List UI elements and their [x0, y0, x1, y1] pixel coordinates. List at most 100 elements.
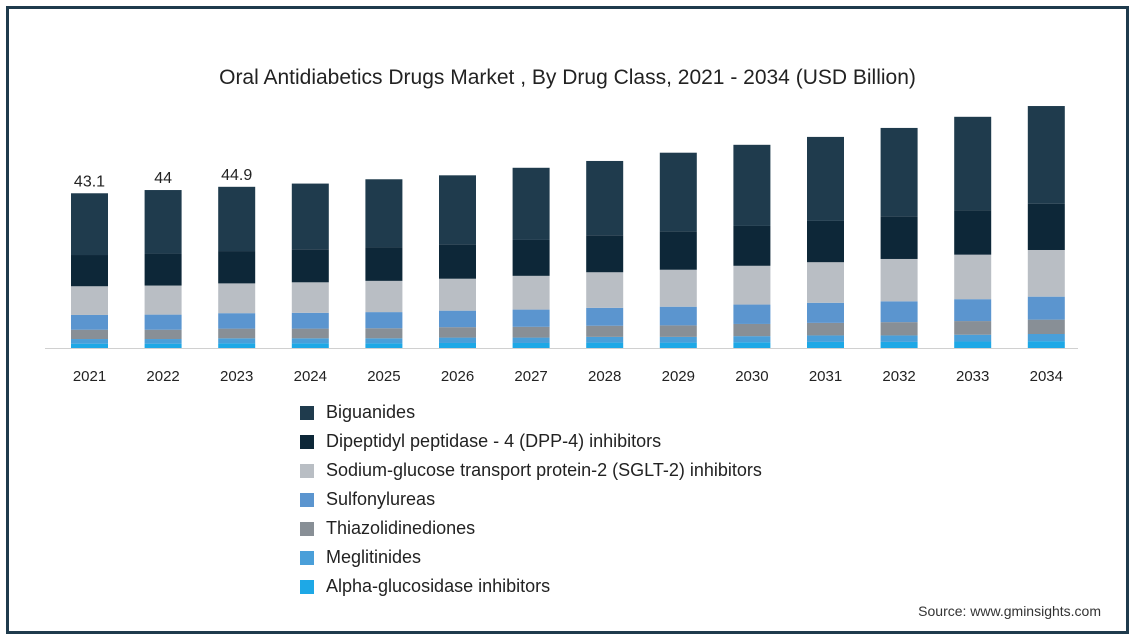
x-tick-label-2025: 2025 [367, 368, 400, 385]
legend-label: Alpha-glucosidase inhibitors [326, 576, 551, 596]
bar-segment-2023-s3 [218, 313, 256, 329]
bar-segment-2022-s6 [144, 190, 182, 254]
bar-segment-2021-s0 [71, 343, 108, 348]
bar-segment-2027-s1 [512, 337, 550, 343]
bar-segment-2032-s2 [880, 322, 918, 336]
x-tick-label-2034: 2034 [1030, 368, 1063, 385]
bar-segment-2024-s5 [291, 249, 329, 283]
chart-legend: Biguanides Dipeptidyl peptidase - 4 (DPP-… [300, 398, 762, 601]
x-tick-label-2027: 2027 [514, 368, 547, 385]
bar-chart: 43.1 2021 44 2022 44.9 2023 2024 2025 2026 2027 20… [45, 106, 1078, 385]
bar-segment-2025-s4 [365, 280, 403, 313]
x-tick-label-2031: 2031 [809, 368, 842, 385]
bar-segment-2033-s2 [954, 321, 992, 335]
bar-segment-2032-s4 [880, 258, 918, 302]
bar-segment-2030-s1 [733, 336, 771, 343]
bar-segment-2034-s3 [1027, 296, 1065, 320]
chart-title: Oral Antidiabetics Drugs Market , By Dru… [219, 66, 916, 89]
bar-segment-2024-s4 [291, 282, 329, 313]
legend-swatch [300, 434, 314, 449]
bar-segment-2023-s5 [218, 251, 256, 284]
bar-segment-2032-s0 [880, 341, 918, 348]
bar-segment-2029-s3 [659, 306, 697, 326]
bar-segment-2026-s4 [439, 278, 476, 311]
legend-swatch [300, 463, 314, 478]
bar-segment-2029-s2 [659, 325, 697, 337]
bar-segment-2022-s1 [144, 339, 182, 344]
legend-item: Sodium-glucose transport protein-2 (SGLT… [300, 456, 762, 485]
data-label-2023: 44.9 [221, 167, 252, 184]
legend-label: Sulfonylureas [326, 489, 436, 509]
bar-segment-2029-s1 [659, 336, 697, 343]
bar-segment-2030-s6 [733, 144, 771, 226]
bar-segment-2029-s0 [659, 342, 697, 348]
bar-segment-2024-s6 [291, 183, 329, 250]
bar-segment-2032-s6 [880, 127, 918, 217]
legend-item: Thiazolidinediones [300, 514, 762, 543]
x-tick-label-2032: 2032 [882, 368, 915, 385]
bar-segment-2031-s3 [807, 302, 844, 323]
bar-segment-2033-s3 [954, 299, 992, 322]
bar-segment-2026-s2 [439, 327, 476, 338]
bar-segment-2027-s0 [512, 342, 550, 348]
bar-segment-2025-s3 [365, 312, 403, 329]
bar-segment-2031-s2 [807, 322, 844, 336]
bar-segment-2030-s3 [733, 304, 771, 324]
legend-swatch [300, 521, 314, 536]
bar-segment-2021-s2 [71, 329, 108, 340]
bar-segment-2024-s0 [291, 343, 329, 348]
bar-segment-2034-s4 [1027, 249, 1065, 297]
bar-segment-2026-s1 [439, 337, 476, 343]
bar-segment-2030-s2 [733, 323, 771, 337]
x-tick-label-2026: 2026 [441, 368, 474, 385]
x-tick-label-2022: 2022 [146, 368, 179, 385]
bar-segment-2033-s0 [954, 341, 992, 348]
bar-segment-2031-s1 [807, 335, 844, 342]
bar-segment-2027-s5 [512, 239, 550, 276]
legend-item: Alpha-glucosidase inhibitors [300, 572, 762, 601]
bar-segment-2023-s0 [218, 343, 256, 348]
bar-segment-2027-s4 [512, 275, 550, 310]
bar-segment-2022-s5 [144, 253, 182, 286]
bar-segment-2026-s0 [439, 342, 476, 348]
bar-segment-2023-s2 [218, 328, 256, 339]
bar-segment-2033-s4 [954, 254, 992, 300]
bar-segment-2026-s3 [439, 310, 476, 328]
bar-segment-2025-s2 [365, 328, 403, 339]
bar-segment-2023-s4 [218, 283, 256, 314]
bar-segment-2029-s4 [659, 269, 697, 307]
legend-swatch [300, 550, 314, 565]
bar-segment-2028-s3 [586, 307, 624, 326]
bar-segment-2032-s5 [880, 216, 918, 259]
bar-segment-2027-s2 [512, 326, 550, 338]
x-tick-label-2028: 2028 [588, 368, 621, 385]
bar-segment-2034-s0 [1027, 341, 1065, 348]
bar-segment-2022-s2 [144, 329, 182, 340]
bar-segment-2029-s5 [659, 231, 697, 270]
bar-segment-2030-s5 [733, 225, 771, 266]
bar-segment-2028-s6 [586, 160, 624, 236]
bar-segment-2022-s4 [144, 285, 182, 315]
bar-segment-2026-s6 [439, 175, 476, 245]
x-tick-label-2024: 2024 [294, 368, 327, 385]
bar-segment-2027-s6 [512, 167, 550, 240]
bar-segment-2033-s5 [954, 210, 992, 255]
legend-item: Meglitinides [300, 543, 762, 572]
x-tick-label-2029: 2029 [662, 368, 695, 385]
data-label-2021: 43.1 [74, 173, 105, 190]
legend-item: Dipeptidyl peptidase - 4 (DPP-4) inhibit… [300, 427, 762, 456]
bar-segment-2034-s6 [1027, 106, 1065, 204]
legend-swatch [300, 579, 314, 594]
bar-segment-2025-s1 [365, 338, 403, 344]
bar-segment-2030-s0 [733, 342, 771, 348]
bar-segment-2028-s2 [586, 325, 624, 337]
bar-segment-2026-s5 [439, 244, 476, 279]
bar-segment-2025-s5 [365, 247, 403, 281]
x-tick-label-2030: 2030 [735, 368, 768, 385]
legend-item: Sulfonylureas [300, 485, 762, 514]
bar-segment-2021-s6 [71, 193, 108, 256]
bar-segment-2028-s1 [586, 336, 624, 343]
bar-segment-2021-s4 [71, 286, 108, 315]
bar-segment-2022-s0 [144, 343, 182, 348]
legend-label: Dipeptidyl peptidase - 4 (DPP-4) inhibit… [326, 431, 662, 451]
